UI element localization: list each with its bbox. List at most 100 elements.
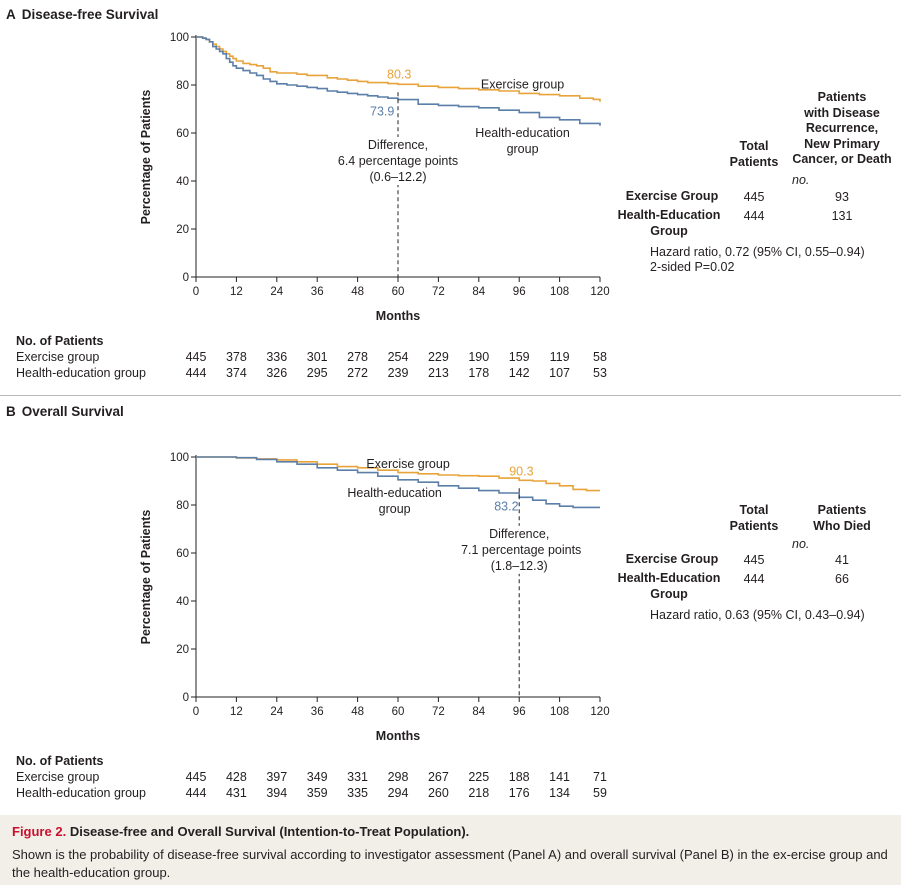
x-tick-label: 72 [432,706,445,718]
panel-a-letter: A [6,7,16,22]
health-education-survival-curve [196,36,601,126]
exercise-value-label: 80.3 [387,67,411,81]
chart-a-ticks: 0 20 40 60 80 100 0 12 24 36 48 60 72 84 96 108 120 Month… [139,32,610,323]
at-risk-count: 53 [593,366,607,380]
at-risk-count: 294 [387,786,409,800]
at-risk-count: 107 [549,366,571,380]
hazard-ratio-note: Hazard ratio, 0.72 (95% CI, 0.55–0.94) [650,245,865,259]
events-exercise: 93 [835,190,849,204]
at-risk-count: 444 [185,786,207,800]
unit-label: no. [792,537,810,551]
row-label-exercise: Exercise Group [625,552,719,566]
at-risk-count: 444 [185,366,207,380]
health-series-label-line-1: Health-education [475,126,570,140]
at-risk-count: 58 [593,350,607,364]
x-tick-label: 96 [513,706,526,718]
y-axis-title: Percentage of Patients [139,510,153,645]
row-label-health-education: Health-Education Group [617,571,721,601]
at-risk-row-label: Health-education group [16,366,146,380]
at-risk-count: 159 [508,350,530,364]
at-risk-count: 374 [225,366,247,380]
at-risk-count: 254 [387,350,409,364]
figure-caption: Figure 2. Disease-free and Overall Survi… [0,815,901,885]
at-risk-count: 119 [549,350,570,364]
at-risk-count: 267 [427,770,449,784]
difference-label-line-1: Difference, [489,527,549,541]
y-tick-label: 80 [176,80,189,92]
x-tick-label: 60 [392,286,405,298]
at-risk-count: 378 [225,350,247,364]
disease-free-survival-chart: 0 20 40 60 80 100 0 12 24 36 48 60 72 84 96 108 120 Month… [139,32,610,323]
at-risk-count: 445 [185,770,207,784]
col-events-header: Patients with Disease Recurrence, New Pr… [792,90,892,166]
x-axis-title: Months [376,729,420,743]
health-education-survival-curve [196,456,600,509]
chart-b-annotations: 90.3 83.2 Difference, 7.1 percentage poi… [347,457,584,697]
at-risk-count: 225 [468,770,490,784]
difference-label-line-2: 7.1 percentage points [461,543,581,557]
y-tick-label: 0 [183,692,189,704]
y-tick-label: 100 [170,452,189,464]
events-exercise: 41 [835,553,849,567]
at-risk-count: 336 [266,350,288,364]
x-tick-label: 108 [550,706,569,718]
y-tick-label: 80 [176,500,189,512]
health-series-label-line-2: group [507,142,539,156]
at-risk-count: 394 [266,786,288,800]
at-risk-count: 298 [387,770,409,784]
at-risk-count: 59 [593,786,607,800]
at-risk-heading: No. of Patients [16,334,104,348]
x-tick-label: 96 [513,286,526,298]
y-tick-label: 100 [170,32,189,44]
at-risk-count: 397 [266,770,288,784]
health-value-label: 83.2 [494,499,518,513]
at-risk-count: 142 [508,366,530,380]
total-health-education: 444 [743,572,765,586]
chart-a-annotations: 80.3 73.9 Difference, 6.4 percentage poi… [335,67,570,277]
at-risk-count: 272 [347,366,369,380]
at-risk-row-health-education: Health-education group 444 431 394 359 335 29… [16,786,616,802]
at-risk-count: 71 [593,770,607,784]
difference-label-line-1: Difference, [368,138,428,152]
difference-label-backdrop [459,525,584,574]
at-risk-count: 229 [427,350,449,364]
panel-divider [0,395,901,396]
at-risk-count: 295 [306,366,328,380]
x-tick-label: 12 [230,706,243,718]
x-tick-label: 0 [193,706,199,718]
x-tick-label: 0 [193,286,199,298]
health-series-label-line-2: group [379,502,411,516]
exercise-series-label: Exercise group [481,77,564,91]
x-tick-label: 48 [351,706,364,718]
at-risk-heading: No. of Patients [16,754,104,768]
row-label-health-education: Health-Education Group [617,208,721,238]
x-tick-label: 48 [351,286,364,298]
col-events-header: Patients Who Died [813,503,871,533]
x-tick-label: 84 [472,286,485,298]
overall-survival-chart: 0 20 40 60 80 100 0 12 24 36 48 60 72 84 96 108 120 Month… [139,452,610,743]
x-tick-label: 120 [590,706,609,718]
x-tick-label: 60 [392,706,405,718]
y-tick-label: 20 [176,224,189,236]
caption-text: Shown is the probability of disease-free… [12,847,888,880]
at-risk-row-label: Exercise group [16,350,100,364]
at-risk-count: 349 [306,770,328,784]
y-axis-title: Percentage of Patients [139,90,153,225]
at-risk-row-health-education: Health-education group 444 374 326 295 272 23… [16,366,616,382]
events-health-education: 131 [831,209,853,223]
health-value-label: 73.9 [370,105,394,119]
p-value-note: 2-sided P=0.02 [650,260,735,274]
y-tick-label: 40 [176,596,189,608]
row-label-exercise: Exercise Group [625,189,719,203]
chart-a-series [196,36,601,126]
difference-label-line-3: (0.6–12.2) [370,170,427,184]
health-series-label-line-1: Health-education [347,486,442,500]
at-risk-count: 428 [225,770,247,784]
chart-b-ticks: 0 20 40 60 80 100 0 12 24 36 48 60 72 84 96 108 120 Month… [139,452,610,743]
at-risk-count: 239 [387,366,409,380]
hazard-ratio-note: Hazard ratio, 0.63 (95% CI, 0.43–0.94) [650,608,865,622]
panel-b-title: B Overall Survival [6,404,124,419]
at-risk-row-exercise: Exercise group 445 378 336 301 278 254 229 190 1… [16,350,616,366]
panel-a: A Disease-free Survival 0 20 40 60 80 100 0 12 24… [0,0,901,395]
at-risk-count: 188 [508,770,530,784]
